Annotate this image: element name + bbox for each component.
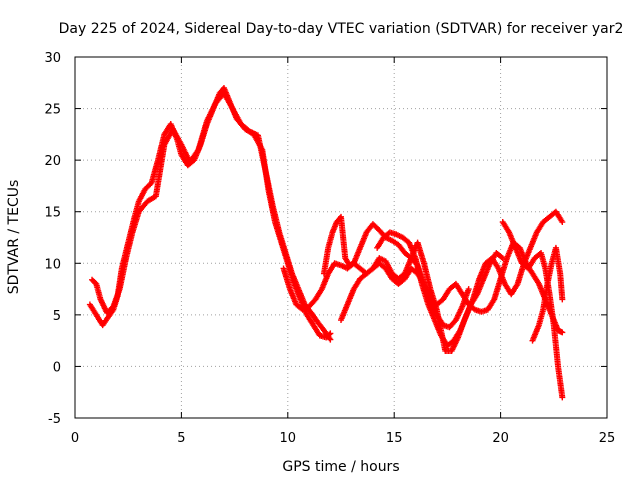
tick-labels: 0 5 10 15 20 25 -5 0 5 10 15 20 25 30 [44,51,615,446]
data-point [559,394,566,401]
chart-title: Day 225 of 2024, Sidereal Day-to-day VTE… [59,21,624,37]
x-tick-label: 5 [177,431,185,446]
x-tick-label: 15 [386,431,403,446]
y-axis-label: SDTVAR / TECUs [6,180,22,295]
data-point [327,336,334,343]
y-tick-label: 10 [44,257,61,272]
x-tick-label: 10 [280,431,297,446]
data-point [559,219,566,226]
x-tick-label: 0 [71,431,79,446]
x-tick-label: 20 [492,431,509,446]
data-point [559,329,566,336]
x-tick-label: 25 [599,431,616,446]
y-tick-label: 5 [53,309,61,324]
data-points [86,84,566,401]
plot-frame [74,56,608,419]
y-tick-label: 20 [44,154,61,169]
y-tick-label: 15 [44,206,61,221]
y-tick-label: 30 [44,51,61,66]
data-point [498,254,505,261]
data-point [559,296,566,303]
axis-ticks [74,56,608,419]
y-tick-label: -5 [48,412,61,427]
x-axis-label: GPS time / hours [282,459,399,475]
y-tick-label: 0 [53,360,61,375]
y-tick-label: 25 [44,103,61,118]
data-point [465,286,472,293]
